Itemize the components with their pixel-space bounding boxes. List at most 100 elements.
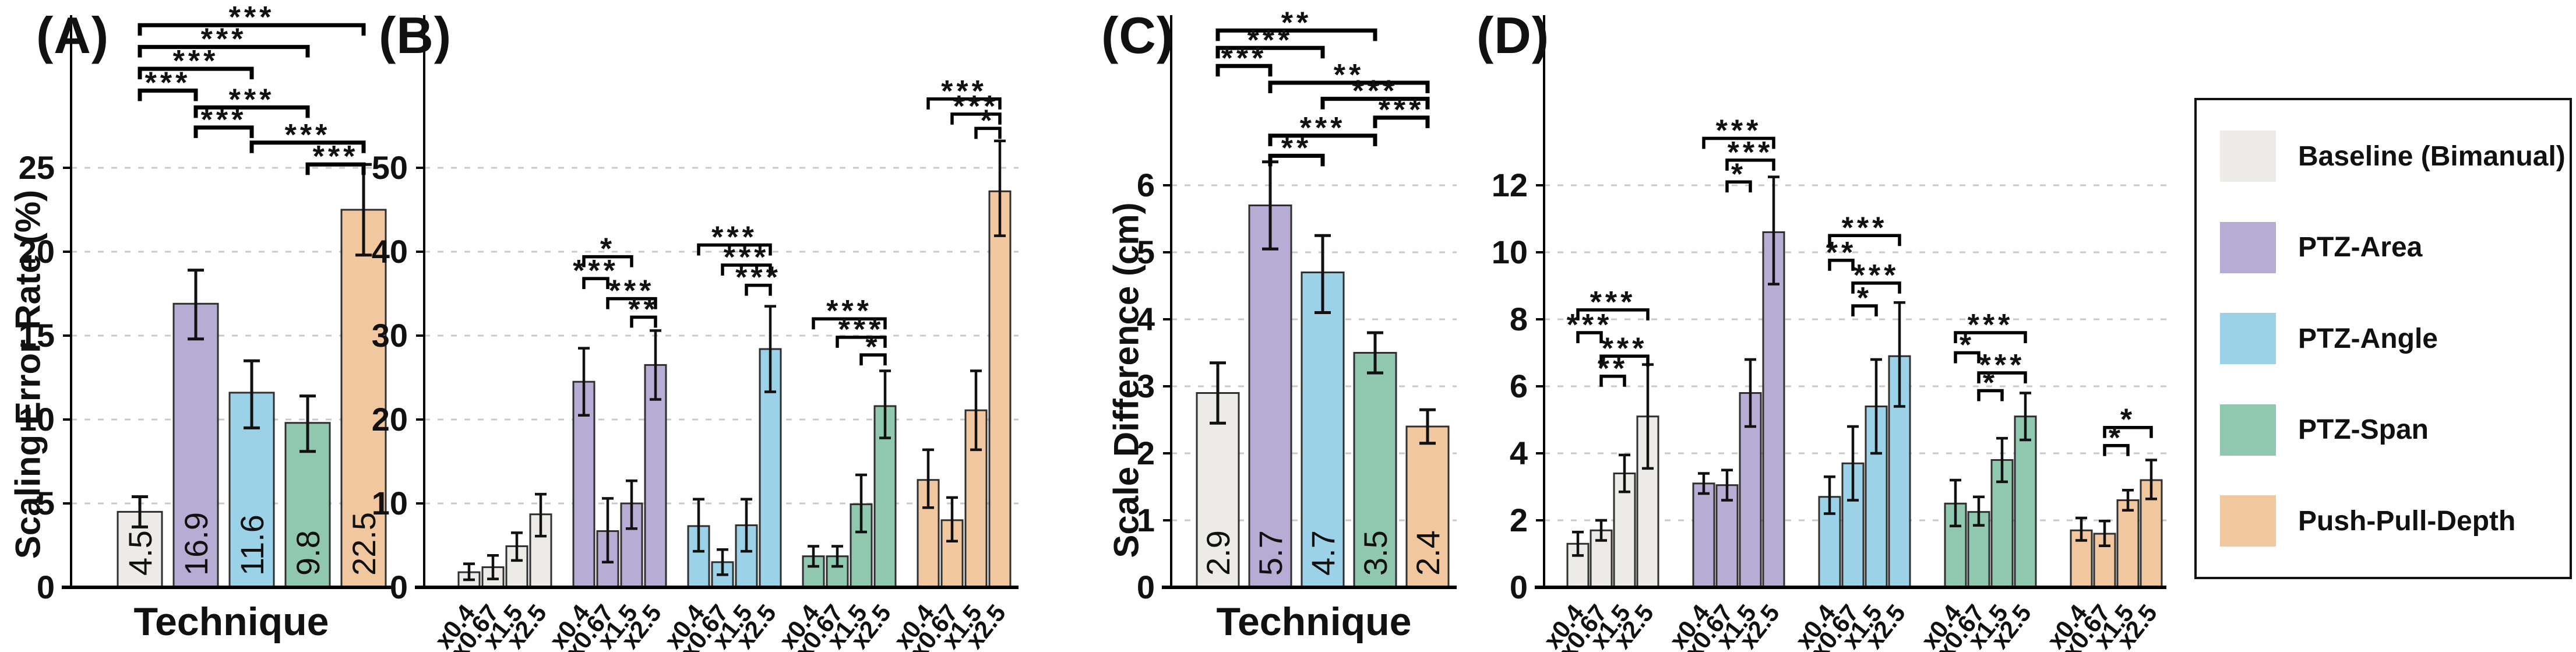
significance-bracket (1599, 375, 1626, 387)
significance-bracket (1977, 389, 2004, 401)
y-tick-label: 20 (372, 401, 408, 438)
y-tick-label: 1 (1137, 502, 1155, 538)
significance-label: *** (941, 75, 987, 108)
significance-bracket (138, 66, 254, 80)
panel-c-letter: (C) (1101, 6, 1175, 64)
bar (1196, 392, 1240, 588)
significance-label: *** (1853, 259, 1900, 292)
significance-bracket (745, 283, 772, 296)
bar-value-label: 2.4 (1409, 530, 1446, 576)
significance-label: *** (1979, 348, 2025, 382)
significance-bracket (1215, 28, 1377, 41)
significance-label: *** (201, 23, 247, 57)
significance-label: * (1960, 329, 1975, 362)
significance-bracket (1576, 308, 1650, 320)
bar-value-label: 11.6 (234, 514, 270, 576)
bar-value-label: 4.7 (1305, 530, 1341, 576)
legend-item-baseline: Baseline (Bimanual) (2220, 131, 2566, 182)
bar-value-label: 5.7 (1252, 530, 1289, 576)
y-tick-label: 10 (19, 401, 55, 438)
significance-bracket (2103, 425, 2153, 438)
significance-bracket (1977, 371, 2027, 383)
legend-swatch-push-pull-depth (2220, 495, 2276, 547)
y-tick-label: 40 (372, 233, 408, 270)
bar (2014, 415, 2037, 588)
significance-bracket (193, 125, 254, 138)
significance-bracket (1576, 331, 1603, 343)
y-tick-label: 15 (19, 317, 55, 354)
significance-bracket (1954, 331, 2027, 343)
panel-a-x-axis-title: Technique (133, 600, 329, 644)
bar (1353, 352, 1397, 588)
significance-label: *** (1248, 23, 1294, 57)
y-tick-label: 0 (1137, 569, 1155, 605)
significance-label: ** (1281, 131, 1312, 165)
significance-label: *** (1352, 75, 1398, 108)
bar (2116, 499, 2140, 588)
significance-label: *** (229, 1, 275, 34)
significance-bracket (1268, 133, 1377, 146)
significance-label: * (600, 232, 615, 266)
significance-label: * (2109, 421, 2124, 455)
significance-bracket (138, 45, 310, 58)
significance-label: *** (1300, 111, 1346, 145)
significance-bracket (697, 243, 772, 256)
significance-label: * (1983, 366, 1998, 400)
legend-box: Baseline (Bimanual) PTZ-Area PTZ-Angle P… (2194, 98, 2572, 579)
bar (1248, 205, 1292, 588)
significance-label: *** (201, 103, 247, 137)
significance-label: *** (229, 83, 275, 117)
significance-bracket (926, 97, 1002, 110)
significance-bracket (1373, 115, 1430, 128)
legend-swatch-ptz-angle (2220, 313, 2276, 364)
legend-label-ptz-area: PTZ-Area (2298, 232, 2423, 263)
significance-bracket (1702, 136, 1775, 149)
significance-bracket (138, 23, 366, 36)
legend-item-ptz-angle: PTZ-Angle (2220, 313, 2546, 364)
bar (988, 190, 1012, 588)
significance-label: *** (953, 90, 999, 124)
significance-bracket (606, 297, 657, 309)
y-tick-label: 4 (1510, 435, 1528, 471)
panel-c-x-axis-title: Technique (1216, 600, 1412, 644)
significance-label: * (980, 104, 995, 138)
bar (1301, 272, 1345, 588)
significance-label: *** (1968, 308, 2014, 342)
significance-label: ** (1598, 352, 1628, 386)
significance-label: *** (838, 313, 884, 347)
significance-bracket (1954, 351, 1981, 364)
y-tick-label: 12 (1492, 167, 1528, 203)
y-tick-label: 10 (1492, 234, 1528, 270)
y-tick-label: 0 (37, 569, 55, 605)
y-tick-label: 20 (19, 233, 55, 270)
significance-bracket (1828, 259, 1855, 271)
bar-value-label: 4.5 (122, 530, 158, 576)
legend-label-baseline: Baseline (Bimanual) (2298, 140, 2566, 172)
significance-bracket (1215, 64, 1273, 77)
y-tick-label: 3 (1137, 368, 1155, 404)
significance-label: *** (1567, 308, 1613, 342)
significance-label: *** (735, 261, 781, 295)
significance-label: * (2120, 403, 2135, 437)
significance-bracket (1268, 80, 1430, 94)
legend-label-ptz-span: PTZ-Span (2298, 414, 2429, 445)
y-tick-label: 2 (1137, 435, 1155, 471)
legend-item-ptz-area: PTZ-Area (2220, 221, 2546, 273)
legend-label-push-pull-depth: Push-Pull-Depth (2298, 505, 2516, 537)
significance-label: *** (313, 140, 359, 174)
y-tick-label: 0 (1510, 569, 1528, 605)
significance-bracket (974, 126, 1002, 139)
significance-bracket (138, 89, 198, 101)
bar-value-label: 9.8 (290, 530, 326, 576)
y-tick-label: 10 (372, 485, 408, 521)
bar (1715, 484, 1739, 588)
significance-bracket (305, 162, 366, 175)
significance-bracket (1725, 180, 1752, 193)
significance-bracket (1215, 45, 1325, 59)
bar (873, 405, 897, 588)
significance-bracket (950, 112, 1002, 125)
panel-a-letter: (A) (36, 6, 110, 64)
bar-value-label: 3.5 (1357, 530, 1394, 576)
significance-label: *** (1842, 211, 1888, 245)
